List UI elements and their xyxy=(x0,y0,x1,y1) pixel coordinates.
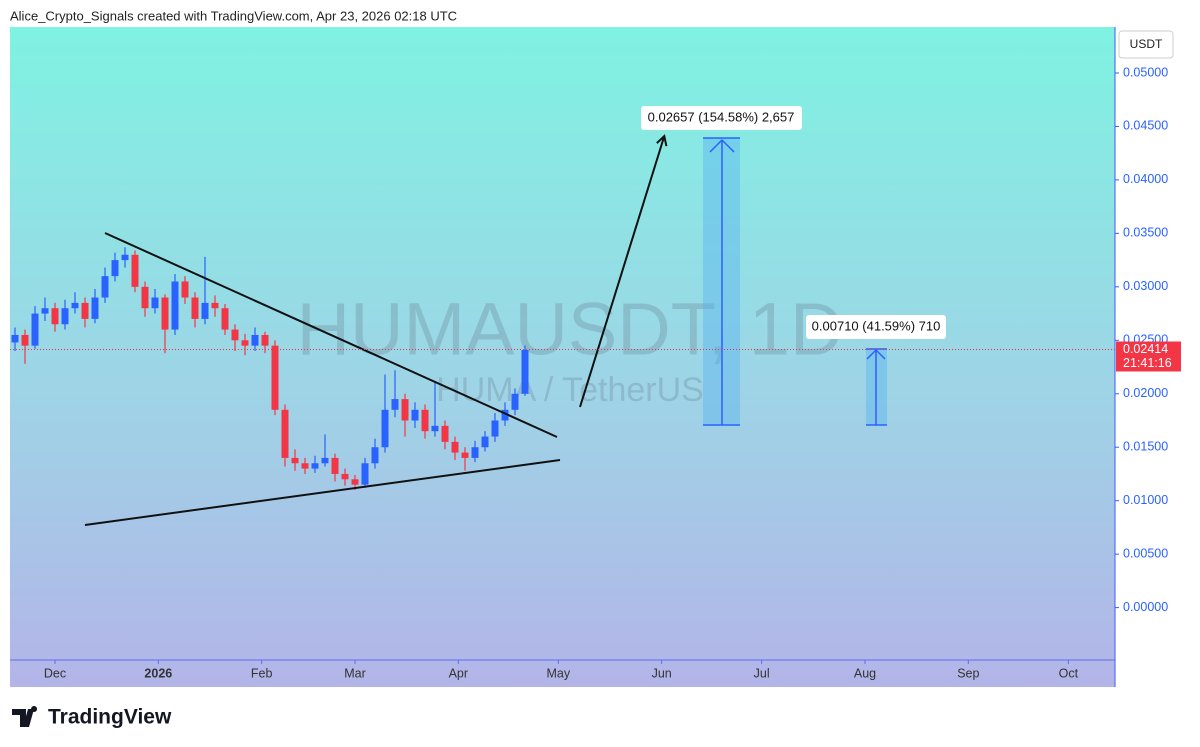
y-tick-label: 0.00000 xyxy=(1123,600,1168,614)
candle-body xyxy=(411,409,419,421)
candle-body xyxy=(171,281,179,330)
candle-body xyxy=(491,420,499,437)
candle-body xyxy=(121,254,129,261)
candle-body xyxy=(221,308,229,330)
candle-body xyxy=(131,254,139,287)
y-tick-label: 0.00500 xyxy=(1123,546,1168,560)
watermark-title: HUMAUSDT, 1D xyxy=(297,288,844,371)
candle-body xyxy=(351,479,359,485)
measure-label-box xyxy=(806,315,946,339)
watermark-subtitle: HUMA / TetherUS xyxy=(436,371,704,409)
x-tick-label: Apr xyxy=(449,666,468,680)
x-tick-label: Mar xyxy=(344,666,366,680)
candle-body xyxy=(61,308,69,325)
candle-body xyxy=(401,399,409,421)
candle-body xyxy=(231,329,239,341)
candle-body xyxy=(181,281,189,298)
candle-body xyxy=(21,334,29,346)
candle-body xyxy=(291,457,299,464)
header: Alice_Crypto_Signals created with Tradin… xyxy=(10,8,457,23)
candle-body xyxy=(331,457,339,474)
brand-logo xyxy=(12,706,38,727)
candle-body xyxy=(111,260,119,277)
candle-body xyxy=(431,425,439,432)
candle-body xyxy=(261,334,269,346)
candle-body xyxy=(281,409,289,458)
candle-body xyxy=(81,302,89,319)
candle-body xyxy=(441,425,449,442)
y-tick-label: 0.02000 xyxy=(1123,386,1168,400)
measure-arrow xyxy=(866,348,886,425)
plot-background xyxy=(10,27,1115,687)
x-tick-label: Sep xyxy=(957,666,979,680)
candle-body xyxy=(241,340,249,346)
candle-body xyxy=(461,452,469,458)
candle-body xyxy=(371,447,379,464)
candle-body xyxy=(471,447,479,458)
candle-body xyxy=(341,473,349,480)
brand: TradingView xyxy=(48,706,172,729)
x-tick-label: Aug xyxy=(854,666,876,680)
y-tick-label: 0.03000 xyxy=(1123,279,1168,293)
y-tick-label: 0.04500 xyxy=(1123,119,1168,133)
y-tick-label: 0.03500 xyxy=(1123,226,1168,240)
x-tick-label: Oct xyxy=(1059,666,1079,680)
candle-body xyxy=(321,457,329,464)
candle-body xyxy=(41,308,49,314)
x-tick-label: 2026 xyxy=(144,666,172,680)
candle-body xyxy=(141,286,149,309)
measure-arrow xyxy=(709,138,735,425)
candles xyxy=(11,247,529,490)
candle-body xyxy=(301,463,309,469)
y-tick-label: 0.01000 xyxy=(1123,493,1168,507)
x-tick-label: Jun xyxy=(652,666,672,680)
x-tick-label: Dec xyxy=(44,666,66,680)
candle-body xyxy=(211,302,219,309)
measure-label-box xyxy=(641,106,802,130)
last-price-box xyxy=(1116,341,1181,372)
candle-body xyxy=(271,345,279,410)
candle-body xyxy=(101,276,109,298)
y-tick-label: 0.01500 xyxy=(1123,440,1168,454)
countdown: 21:41:16 xyxy=(1123,356,1172,370)
candle-body xyxy=(31,313,39,346)
candle-body xyxy=(421,409,429,432)
candle-body xyxy=(381,409,389,448)
candle-body xyxy=(501,409,509,421)
y-tick-label: 0.04000 xyxy=(1123,172,1168,186)
candle-body xyxy=(201,302,209,319)
candle-body xyxy=(361,463,369,485)
candle-body xyxy=(391,399,399,410)
candle-body xyxy=(521,349,529,394)
x-tick-label: May xyxy=(547,666,571,680)
candle-body xyxy=(451,441,459,453)
candle-body xyxy=(191,297,199,319)
candle-body xyxy=(251,334,259,346)
candle-body xyxy=(511,393,519,410)
x-tick-label: Jul xyxy=(754,666,770,680)
candle-body xyxy=(481,436,489,448)
candle-body xyxy=(311,463,319,469)
candle-body xyxy=(11,334,19,343)
candle-body xyxy=(161,297,169,330)
last-price: 0.02414 xyxy=(1123,342,1168,356)
projection-arrow xyxy=(579,137,664,408)
trendline-lower xyxy=(84,459,561,526)
candle-body xyxy=(151,297,159,309)
trendline-upper xyxy=(104,232,558,438)
y-tick-label: 0.05000 xyxy=(1123,65,1168,79)
candle-body xyxy=(71,302,79,309)
measure-label: 0.02657 (154.58%) 2,657 xyxy=(648,109,795,124)
currency: USDT xyxy=(1130,37,1163,51)
candle-body xyxy=(51,308,59,325)
currency-box xyxy=(1118,30,1174,59)
x-tick-label: Feb xyxy=(251,666,273,680)
candle-body xyxy=(91,297,99,319)
measure-label: 0.00710 (41.59%) 710 xyxy=(812,318,941,333)
